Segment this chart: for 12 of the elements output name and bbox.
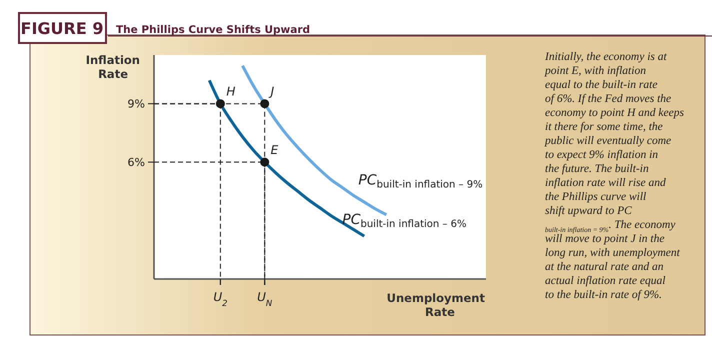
- x-tick-label: U$_{N}$: [257, 290, 273, 308]
- y-tick-label: 6%: [128, 156, 145, 170]
- text: Initially, the economy is at point E, with inflation equal to the built-in rate of 6%. If the Fed moves the economy to point H and keeps it there for some time, the public will eventually come to expect 9% inflation in the future. The built-in inflation rate will rise and the Phillips curve will shift upward to PC$_{built-in inflation = 9%}$. The economy will move to point J in the long run, with unemployment at the natural rate and an actual inflation rate equal to the built-in rate of 9%.: [545, 51, 684, 301]
- annotation: E: [270, 143, 279, 158]
- y-tick-label: 9%: [128, 98, 145, 111]
- annotation: H: [226, 84, 236, 99]
- caption: FIGURE 9: [20, 19, 104, 38]
- chart-title: The Phillips Curve Shifts Upward: [116, 24, 310, 36]
- y-axis-title: Inflation Rate: [86, 53, 140, 81]
- x-axis-title: Unemployment Rate: [386, 291, 486, 319]
- annotation: J: [268, 84, 275, 99]
- x-tick-label: U$_{2}$: [213, 290, 228, 308]
